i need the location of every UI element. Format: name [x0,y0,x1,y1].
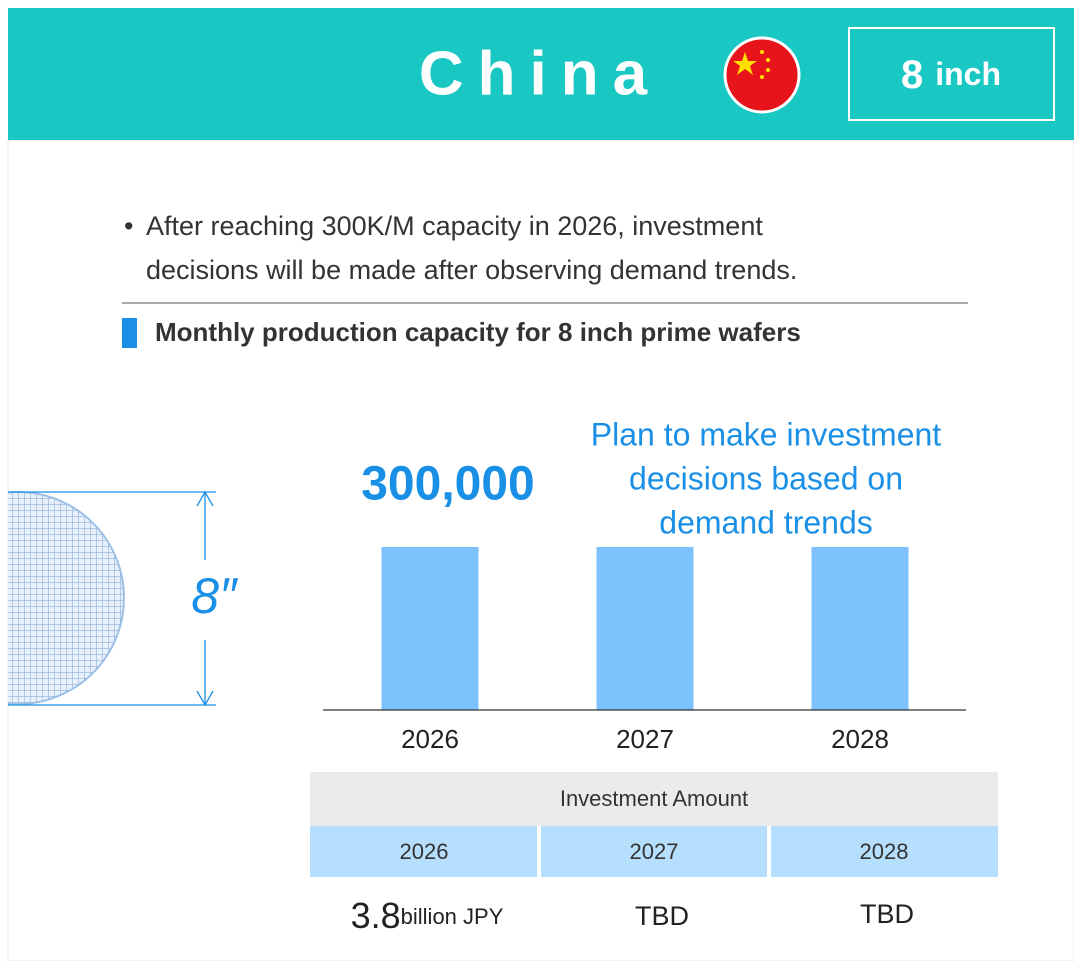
bullet-dot: • [124,211,133,241]
bar [811,547,909,710]
table-header-cell [310,826,537,877]
annotation-line: decisions based on [629,460,903,496]
table-title-cell [310,772,998,826]
bar [381,547,479,710]
header-title: China [419,39,661,108]
flag-icon [723,36,801,114]
section-marker [122,318,137,348]
table-header-cell [541,826,767,877]
table-header: 2028 [860,839,909,864]
bullet-line: decisions will be made after observing d… [146,255,797,285]
x-tick-label: 2026 [401,724,459,754]
bullet-line: After reaching 300K/M capacity in 2026, … [146,211,763,241]
header-band [8,8,1074,140]
size-tag: 8 inch [901,53,1001,97]
table-header: 2026 [400,839,449,864]
x-tick-label: 2027 [616,724,674,754]
amount-unit: billion JPY [401,904,504,929]
annotation-line: Plan to make investment [591,416,942,452]
bar [596,547,694,710]
value-label: 300,000 [361,458,535,511]
table-cell: TBD [635,901,689,931]
section-title: Monthly production capacity for 8 inch p… [155,317,801,347]
table-cell: 3.8billion JPY [351,895,504,936]
annotation-line: demand trends [659,504,872,540]
x-tick-label: 2028 [831,724,889,754]
table-cell: TBD [860,899,914,929]
amount-value: 3.8 [351,895,401,936]
table-header-cell [771,826,998,877]
size-number: 8 [901,53,923,97]
dimension-line [8,490,216,707]
chart: 300,000 2026 2027 2028 [361,458,909,754]
size-unit: inch [935,56,1001,92]
size-box [848,27,1055,121]
wafer-label: 8″ [191,568,239,624]
table-title: Investment Amount [560,786,748,811]
table-header: 2027 [630,839,679,864]
